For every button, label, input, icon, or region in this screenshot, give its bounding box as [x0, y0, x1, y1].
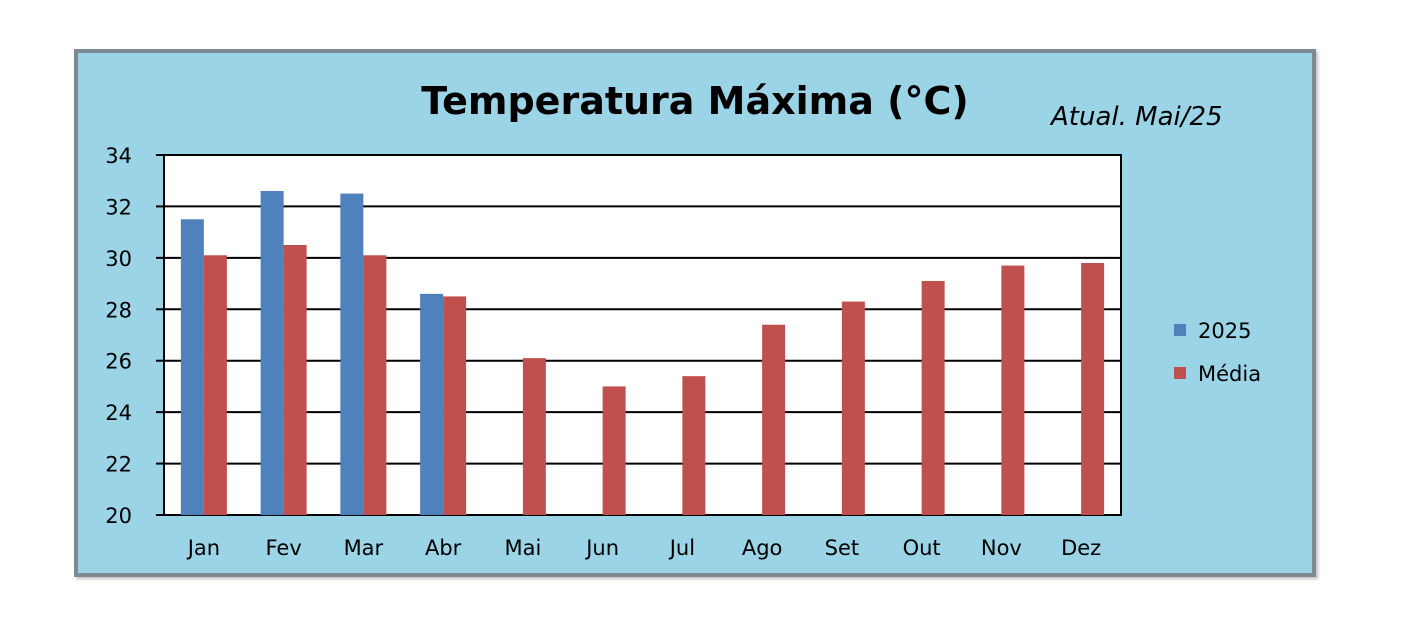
bar-media-jul [682, 376, 706, 515]
bar-2025-mar [340, 193, 364, 516]
bar-2025-jan [180, 219, 204, 516]
legend-swatch [1174, 324, 1186, 336]
bar-media-set [841, 301, 865, 515]
chart-title: Temperatura Máxima (°C) [421, 79, 969, 123]
x-tick-label: Abr [425, 536, 462, 560]
bar-media-nov [1001, 265, 1025, 515]
x-tick-label: Jan [186, 536, 220, 560]
y-tick-label: 26 [105, 350, 132, 374]
y-tick-label: 28 [105, 298, 132, 322]
x-tick-label: Mar [344, 536, 384, 560]
bar-2025-fev [260, 191, 284, 515]
bar-media-jan [203, 255, 227, 516]
gridlines [164, 205, 1121, 465]
bar-2025-abr [420, 293, 444, 515]
x-axis: Jan Fev Mar Abr Mai Jun Jul Ago Set Out Nov Dez [186, 536, 1102, 560]
chart-frame [74, 49, 1316, 577]
legend-swatch [1174, 367, 1186, 379]
y-axis: 20 22 24 26 28 30 32 34 [105, 144, 164, 528]
x-tick-label: Out [903, 536, 941, 560]
bar-media-mar [363, 255, 387, 516]
x-tick-label: Dez [1061, 536, 1101, 560]
y-tick-label: 34 [105, 144, 132, 168]
update-annotation: Atual. Mai/25 [1049, 102, 1223, 132]
y-tick-label: 20 [105, 504, 132, 528]
bar-media-jun [602, 386, 626, 515]
y-tick-label: 22 [105, 453, 132, 477]
x-tick-label: Jul [668, 536, 695, 560]
x-tick-label: Ago [742, 536, 783, 560]
bar-media-fev [283, 245, 307, 515]
bars [180, 191, 1105, 516]
legend: 2025 Média [1174, 319, 1261, 386]
x-tick-label: Set [825, 536, 859, 560]
x-tick-label: Fev [265, 536, 301, 560]
y-tick-label: 30 [105, 247, 132, 271]
x-tick-label: Jun [584, 536, 619, 560]
x-tick-label: Nov [981, 536, 1022, 560]
plot-area [163, 154, 1122, 516]
legend-label: 2025 [1198, 319, 1251, 343]
bar-media-mai [522, 358, 546, 515]
bar-media-ago [762, 324, 786, 515]
x-tick-label: Mai [504, 536, 541, 560]
y-tick-label: 24 [105, 401, 132, 425]
y-tick-label: 32 [105, 195, 132, 219]
legend-label: Média [1198, 362, 1261, 386]
bar-media-abr [443, 296, 467, 515]
bar-media-dez [1081, 263, 1105, 515]
bar-media-out [921, 281, 945, 515]
